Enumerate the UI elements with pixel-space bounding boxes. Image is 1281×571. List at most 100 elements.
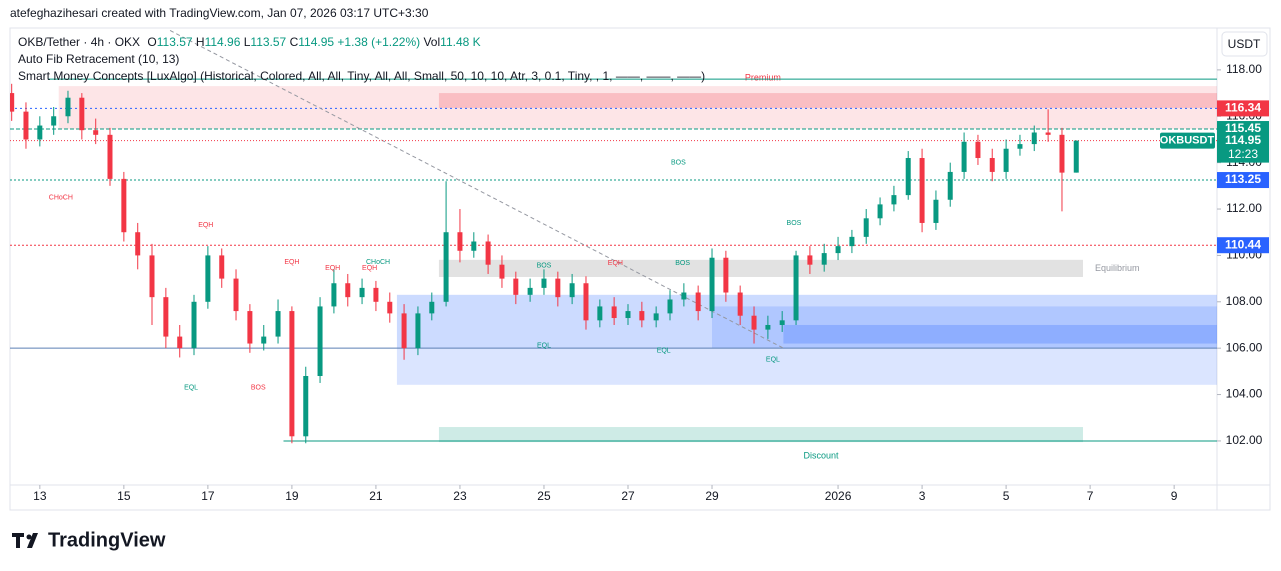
- structure-label: EQL: [537, 343, 551, 350]
- x-tick-label: 21: [369, 489, 383, 503]
- candle-body: [695, 292, 701, 312]
- candle-body: [23, 111, 29, 140]
- symbol-title: OKB/Tether · 4h · OKX: [18, 35, 141, 49]
- chart-frame: [9, 27, 1271, 511]
- candle-body: [191, 301, 197, 349]
- x-tick-label: 13: [33, 489, 47, 503]
- currency[interactable]: USDT: [1228, 37, 1261, 51]
- symbol-tag-label: OKBUSDT: [1160, 135, 1215, 147]
- candle-body: [373, 287, 379, 302]
- plot-area: Premium Equilibrium Discount CHoCH BOS EQH EQL…: [10, 30, 1217, 460]
- trendline: [169, 30, 784, 349]
- zone-label: Equilibrium: [1095, 263, 1140, 273]
- candle-body: [10, 93, 15, 112]
- candle-body: [555, 278, 561, 298]
- logo-text: TradingView: [48, 529, 166, 551]
- indicator: Smart Money Concepts [LuxAlgo] (Historic…: [18, 69, 706, 83]
- candle-body: [247, 311, 253, 344]
- candle-body: [681, 292, 687, 300]
- candle-body: [93, 130, 99, 135]
- candle-body: [149, 255, 155, 298]
- candle-body: [947, 171, 953, 200]
- candle-body: [793, 255, 799, 321]
- zone: [438, 93, 1217, 108]
- price-tag-label: 115.45: [1225, 121, 1261, 135]
- x-tick-label: 7: [1087, 489, 1094, 503]
- candle-body: [205, 255, 211, 302]
- candle-body: [723, 257, 729, 293]
- ohlc-label: C: [289, 35, 299, 49]
- candle-body: [345, 283, 351, 298]
- zone: [438, 259, 1083, 277]
- price-tag-label: 110.44: [1225, 237, 1261, 251]
- candle-body: [667, 299, 673, 314]
- volume: 11.48 K: [440, 35, 481, 49]
- structure-label: EQL: [657, 347, 671, 354]
- x-tick-label: 5: [1003, 489, 1010, 503]
- structure-label: EQL: [766, 357, 780, 364]
- structure-label: EQH: [284, 259, 299, 266]
- x-tick-label: 19: [285, 489, 299, 503]
- axes: 102.00104.00106.00108.00110.00112.00114.…: [33, 62, 1269, 503]
- candle-body: [275, 311, 281, 337]
- candle-body: [485, 241, 491, 265]
- symbol-tag: [1160, 132, 1215, 149]
- ohlc-label: O: [147, 35, 157, 49]
- candle-body: [513, 278, 519, 295]
- y-tick-label: 104.00: [1226, 387, 1263, 401]
- candle-body: [905, 158, 911, 196]
- candle-body: [611, 306, 617, 319]
- candle-body: [37, 125, 43, 140]
- price-tag-label: 116.34: [1225, 101, 1261, 115]
- candle-body: [975, 141, 981, 159]
- last-price-tag: [1217, 132, 1269, 163]
- candle-body: [1017, 144, 1023, 149]
- candle-body: [359, 287, 365, 298]
- candle-body: [989, 158, 995, 172]
- zone: [438, 427, 1083, 443]
- candle-body: [877, 204, 883, 219]
- candle-body: [177, 336, 183, 349]
- x-tick-label: 25: [537, 489, 551, 503]
- candle-body: [499, 264, 505, 279]
- candle-body: [121, 178, 127, 233]
- structure-label: BOS: [787, 220, 802, 227]
- candle-body: [835, 246, 841, 254]
- structure-label: EQL: [184, 384, 198, 391]
- candle-body: [1003, 148, 1009, 172]
- structure-label: EQH: [198, 222, 213, 229]
- legend: OKB/Tether · 4h · OKX O113.57 H114.96 L1…: [18, 35, 481, 49]
- candle-body: [1031, 132, 1037, 145]
- candle-body: [569, 283, 575, 298]
- candle-body: [863, 218, 869, 237]
- candle-body: [583, 283, 589, 321]
- candle-body: [1059, 134, 1065, 173]
- structure-label: EQH: [362, 265, 377, 272]
- x-tick-label: 17: [201, 489, 215, 503]
- x-tick-label: 15: [117, 489, 131, 503]
- price-tag-label: 113.25: [1225, 172, 1261, 186]
- attribution: atefeghazihesari created with TradingVie…: [10, 6, 429, 20]
- candle-body: [541, 278, 547, 288]
- zone-label: Discount: [803, 450, 839, 460]
- zone-label: Premium: [745, 72, 781, 82]
- candle-body: [415, 313, 421, 349]
- structure-label: BOS: [251, 384, 266, 391]
- ohlc-value: 114.96: [204, 35, 241, 49]
- price-tag: [1217, 172, 1269, 189]
- zone: [396, 294, 1217, 385]
- candle-body: [233, 278, 239, 312]
- structure-label: BOS: [537, 263, 552, 270]
- zone: [396, 294, 1217, 349]
- currency-button[interactable]: [1221, 31, 1268, 57]
- last-price-label: 114.95: [1225, 133, 1261, 147]
- x-tick-label: 9: [1171, 489, 1178, 503]
- candle-body: [919, 158, 925, 223]
- x-tick-label: 29: [705, 489, 719, 503]
- x-tick-label: 27: [621, 489, 635, 503]
- candle-body: [401, 313, 407, 349]
- structure-label: EQH: [325, 265, 340, 272]
- structure-label: EQH: [608, 260, 623, 267]
- candle-body: [219, 255, 225, 279]
